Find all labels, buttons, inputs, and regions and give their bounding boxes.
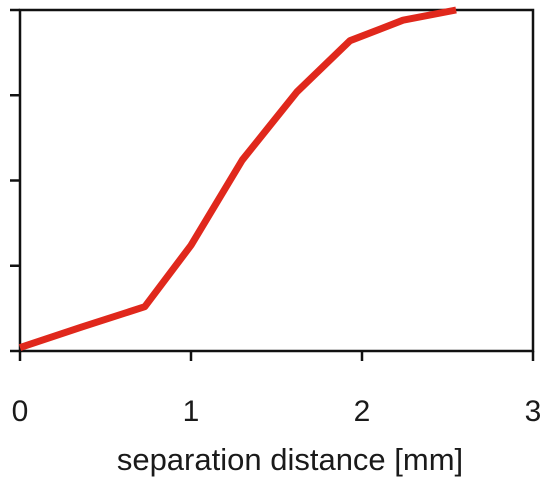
x-tick-label: 0 bbox=[12, 395, 29, 428]
y-axis-ticks bbox=[10, 8, 20, 353]
x-tick-label: 2 bbox=[354, 395, 371, 428]
x-tick-label: 3 bbox=[525, 395, 541, 428]
plot-area bbox=[18, 8, 535, 353]
x-axis-ticks: 0 1 2 3 bbox=[12, 351, 541, 428]
series-line bbox=[18, 6, 457, 351]
x-tick-label: 1 bbox=[183, 395, 200, 428]
x-axis-label: separation distance [mm] bbox=[117, 442, 463, 477]
plot-frame bbox=[18, 8, 535, 353]
series-layer bbox=[18, 6, 457, 351]
